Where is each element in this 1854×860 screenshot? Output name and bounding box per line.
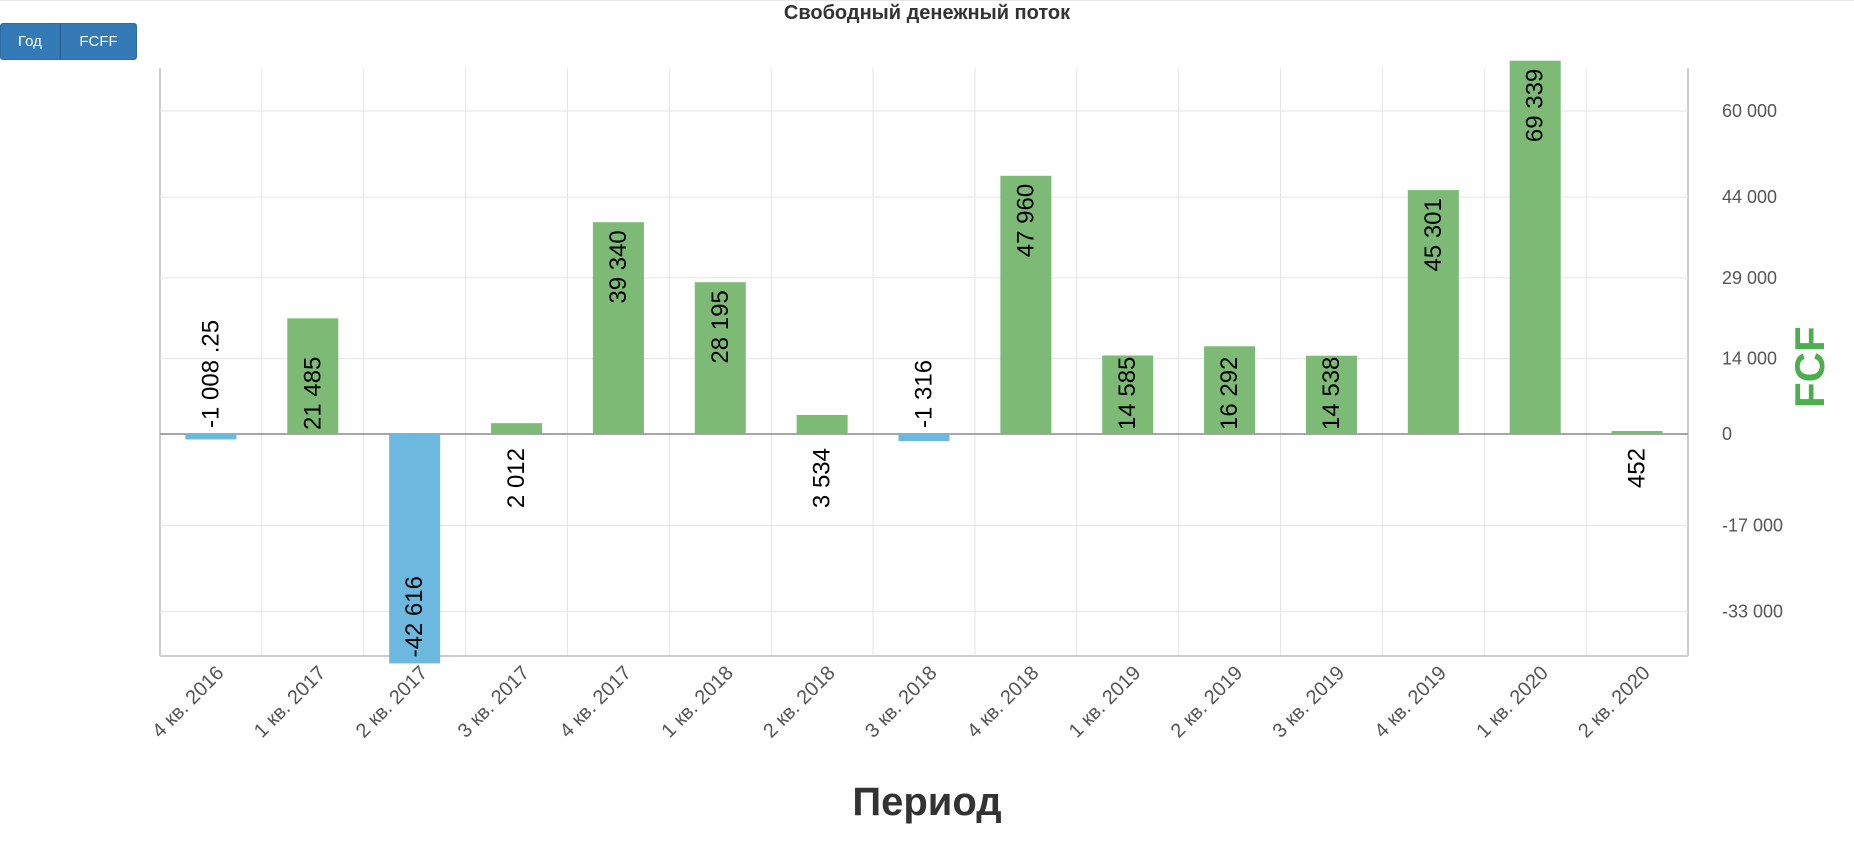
y-tick-label: 14 000: [1722, 349, 1777, 369]
chart-title: Свободный денежный поток: [783, 2, 1071, 24]
bar-layer: [185, 60, 1663, 664]
bar-12[interactable]: [1407, 190, 1459, 434]
data-label-7: -1 316: [911, 360, 938, 428]
data-label-12: 45 301: [1420, 198, 1447, 271]
x-tick-label-9: 1 кв. 2019: [1065, 662, 1145, 742]
x-axis-title: Период: [852, 780, 1002, 824]
data-label-9: 14 585: [1114, 357, 1141, 430]
bar-3[interactable]: [491, 423, 543, 434]
bar-0[interactable]: [185, 434, 237, 440]
bar-13[interactable]: [1509, 60, 1561, 435]
x-tick-layer: 4 кв. 2016 1 кв. 2017 2 кв. 2017 3 кв. 2017…: [148, 662, 1655, 742]
bar-11[interactable]: [1305, 355, 1357, 434]
bar-14[interactable]: [1611, 431, 1663, 434]
fcff-button[interactable]: FCFF: [60, 23, 137, 60]
data-label-6: 3 534: [809, 448, 836, 508]
x-tick-label-3: 3 кв. 2017: [454, 662, 534, 742]
data-label-2: -42 616: [401, 576, 428, 657]
y-tick-layer: -33 000 -17 000 0 14 000 29 000 44 000 60 000: [1722, 101, 1783, 622]
x-tick-label-13: 1 кв. 2020: [1472, 662, 1552, 742]
data-label-13: 69 339: [1522, 69, 1549, 142]
bar-5[interactable]: [694, 282, 746, 434]
x-tick-label-10: 2 кв. 2019: [1167, 662, 1247, 742]
x-tick-label-6: 2 кв. 2018: [759, 662, 839, 742]
x-tick-label-12: 4 кв. 2019: [1370, 662, 1450, 742]
x-tick-label-1: 1 кв. 2017: [250, 662, 330, 742]
data-label-14: 452: [1624, 448, 1651, 488]
period-toggle-group: Год FCFF: [0, 23, 137, 60]
top-rule: [0, 0, 1854, 1]
x-tick-label-5: 1 кв. 2018: [657, 662, 737, 742]
y-tick-label: 60 000: [1722, 101, 1777, 121]
y-tick-label: 44 000: [1722, 187, 1777, 207]
y-tick-label: -17 000: [1722, 516, 1783, 536]
data-label-10: 16 292: [1216, 357, 1243, 430]
x-tick-label-4: 4 кв. 2017: [556, 662, 636, 742]
data-label-layer: -1 008 .25 21 485 -42 616 2 012 39 340 28 195…: [197, 69, 1650, 658]
data-label-0: -1 008 .25: [197, 320, 224, 428]
bar-4[interactable]: [592, 222, 644, 434]
bar-10[interactable]: [1204, 346, 1256, 434]
data-label-11: 14 538: [1318, 357, 1345, 430]
bar-9[interactable]: [1102, 355, 1154, 434]
bar-2[interactable]: [389, 434, 441, 664]
data-label-5: 28 195: [707, 290, 734, 363]
y-tick-label: 0: [1722, 424, 1732, 444]
bar-7[interactable]: [898, 434, 950, 442]
bar-6[interactable]: [796, 414, 848, 434]
y-tick-label: -33 000: [1722, 602, 1783, 622]
data-label-4: 39 340: [605, 230, 632, 303]
y-axis-title: FCF: [1786, 326, 1833, 408]
bar-8[interactable]: [1000, 175, 1052, 434]
bar-1[interactable]: [287, 318, 339, 434]
data-label-8: 47 960: [1012, 184, 1039, 257]
x-tick-label-7: 3 кв. 2018: [861, 662, 941, 742]
x-tick-label-14: 2 кв. 2020: [1574, 662, 1654, 742]
x-tick-label-2: 2 кв. 2017: [352, 662, 432, 742]
year-button[interactable]: Год: [0, 23, 60, 60]
x-tick-label-11: 3 кв. 2019: [1269, 662, 1349, 742]
x-tick-label-0: 4 кв. 2016: [148, 662, 228, 742]
x-tick-label-8: 4 кв. 2018: [963, 662, 1043, 742]
data-label-3: 2 012: [503, 448, 530, 508]
y-tick-label: 29 000: [1722, 268, 1777, 288]
data-label-1: 21 485: [299, 357, 326, 430]
